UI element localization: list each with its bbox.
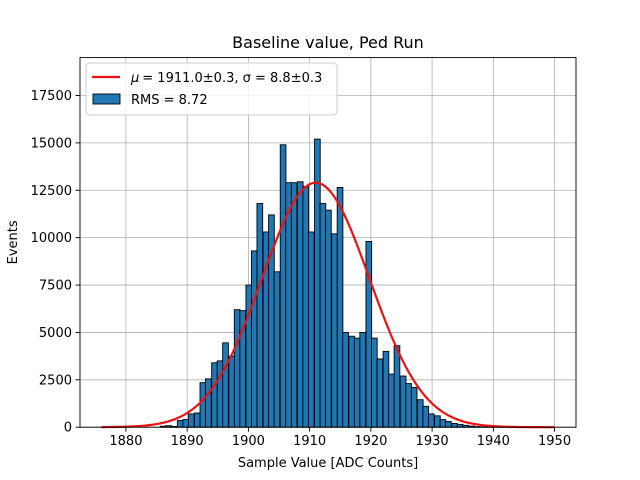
- legend-histogram-label: RMS = 8.72: [131, 93, 208, 108]
- x-tick-label: 1920: [354, 434, 387, 449]
- x-tick-label: 1940: [477, 434, 510, 449]
- histogram-bar: [251, 250, 258, 428]
- histogram-bar: [348, 335, 355, 428]
- y-tick-label: 7500: [39, 279, 72, 294]
- histogram-bar: [393, 345, 401, 428]
- y-axis-label: Events: [6, 220, 21, 264]
- histogram-bar: [331, 233, 338, 428]
- x-axis: 1880 1890 1900 1910 1920 1930 1940 1950: [109, 427, 571, 449]
- histogram-bar: [416, 399, 424, 428]
- x-tick-label: 1900: [232, 434, 265, 449]
- histogram-bar: [233, 309, 241, 428]
- x-tick-label: 1880: [109, 434, 142, 449]
- histogram-bar: [422, 405, 430, 428]
- histogram-bar: [296, 181, 304, 428]
- histogram-bar: [319, 203, 327, 428]
- histogram-bar: [205, 378, 212, 428]
- histogram-bar: [382, 350, 390, 428]
- histogram-bar: [451, 422, 458, 428]
- y-tick-label: 0: [64, 421, 72, 436]
- histogram-bar: [222, 342, 229, 428]
- histogram-bar: [199, 382, 207, 428]
- chart-title: Baseline value, Ped Run: [232, 33, 424, 52]
- legend: μ = 1911.0±0.3, σ = 8.8±0.3 RMS = 8.72: [85, 62, 338, 116]
- histogram-bar: [182, 419, 190, 428]
- histogram-bar: [194, 412, 201, 428]
- histogram-bar: [371, 337, 378, 428]
- histogram-bar: [325, 209, 332, 428]
- y-axis: 0 2500 5000 7500 10000 12500 15000 17500: [31, 89, 80, 436]
- y-tick-label: 15000: [31, 136, 72, 151]
- y-tick-label: 17500: [31, 89, 72, 104]
- histogram-bar: [216, 360, 224, 428]
- histogram-bar: [302, 186, 310, 428]
- y-tick-label: 12500: [31, 184, 72, 199]
- histogram-bar: [290, 182, 298, 428]
- histogram-bar: [376, 358, 384, 428]
- y-tick-label: 5000: [39, 326, 72, 341]
- histogram-bar: [342, 331, 349, 428]
- histogram-bar: [176, 420, 184, 428]
- histogram-bar: [336, 186, 344, 428]
- histogram-bar: [427, 413, 435, 428]
- histogram-bar: [439, 419, 447, 428]
- histogram-bar: [307, 231, 315, 428]
- histogram-bar: [353, 337, 361, 428]
- histogram-bar: [405, 383, 412, 428]
- histogram-bar: [273, 271, 281, 428]
- legend-fit-label: μ = 1911.0±0.3, σ = 8.8±0.3: [130, 71, 322, 86]
- histogram-bar: [434, 415, 441, 428]
- x-tick-label: 1890: [171, 434, 204, 449]
- legend-histogram-swatch: [92, 93, 121, 105]
- x-tick-label: 1950: [538, 434, 571, 449]
- gaussian-fit-curve: [101, 181, 555, 429]
- histogram-bar: [359, 331, 366, 428]
- y-tick-label: 10000: [31, 231, 72, 246]
- x-tick-label: 1910: [293, 434, 326, 449]
- legend-fit-values: = 1911.0±0.3, σ = 8.8±0.3: [142, 71, 322, 86]
- histogram-bar: [211, 362, 218, 428]
- histogram-bar: [388, 373, 395, 428]
- y-tick-label: 2500: [39, 373, 72, 388]
- histogram-bar: [399, 375, 407, 428]
- x-axis-label: Sample Value [ADC Counts]: [238, 456, 418, 471]
- legend-box: [85, 62, 338, 116]
- histogram-bar: [445, 421, 452, 428]
- axes-frame: [79, 57, 577, 428]
- x-tick-label: 1930: [416, 434, 449, 449]
- histogram-bar: [285, 182, 292, 428]
- legend-fit-mu-symbol: μ: [130, 71, 139, 86]
- histogram-bar: [279, 144, 287, 428]
- histogram-bar: [410, 386, 418, 428]
- histogram-bar: [187, 413, 195, 428]
- histogram-bar: [228, 355, 235, 428]
- plot-area: [79, 57, 577, 429]
- histogram-bar: [256, 203, 264, 428]
